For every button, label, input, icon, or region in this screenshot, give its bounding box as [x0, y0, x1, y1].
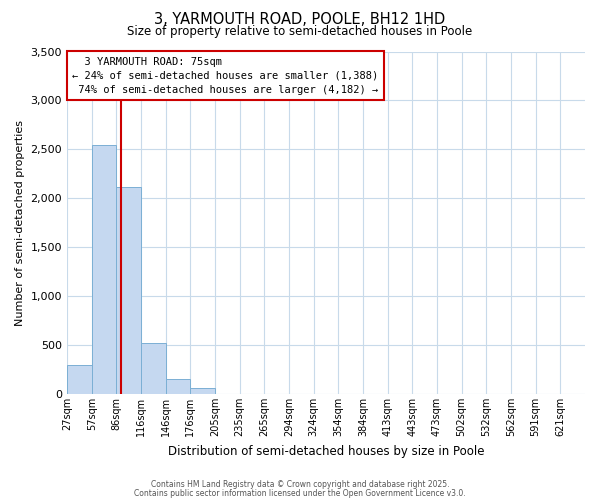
- Bar: [190, 388, 215, 394]
- Bar: [141, 343, 166, 394]
- Bar: [166, 380, 190, 394]
- Text: Contains public sector information licensed under the Open Government Licence v3: Contains public sector information licen…: [134, 488, 466, 498]
- Bar: [92, 146, 116, 394]
- Text: Size of property relative to semi-detached houses in Poole: Size of property relative to semi-detach…: [127, 25, 473, 38]
- Bar: [67, 364, 92, 394]
- X-axis label: Distribution of semi-detached houses by size in Poole: Distribution of semi-detached houses by …: [168, 444, 484, 458]
- Bar: [116, 186, 141, 394]
- Text: 3 YARMOUTH ROAD: 75sqm
← 24% of semi-detached houses are smaller (1,388)
 74% of: 3 YARMOUTH ROAD: 75sqm ← 24% of semi-det…: [72, 56, 379, 94]
- Y-axis label: Number of semi-detached properties: Number of semi-detached properties: [15, 120, 25, 326]
- Text: 3, YARMOUTH ROAD, POOLE, BH12 1HD: 3, YARMOUTH ROAD, POOLE, BH12 1HD: [154, 12, 446, 28]
- Text: Contains HM Land Registry data © Crown copyright and database right 2025.: Contains HM Land Registry data © Crown c…: [151, 480, 449, 489]
